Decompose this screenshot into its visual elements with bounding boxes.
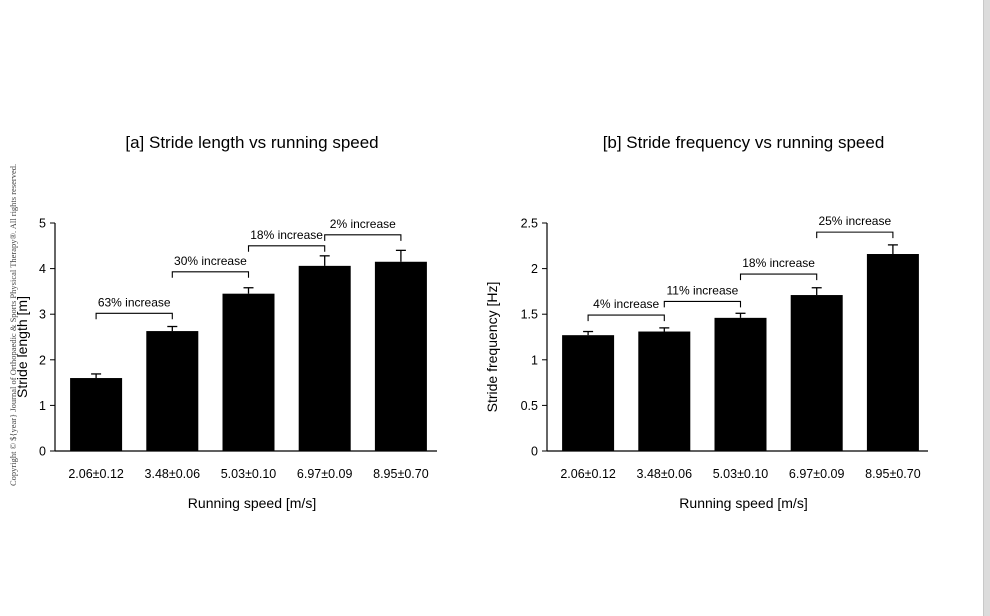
y-tick-label: 1 [39, 399, 46, 413]
annotation-label: 30% increase [174, 254, 247, 268]
x-tick-label: 2.06±0.12 [560, 467, 616, 481]
annotation-label: 25% increase [818, 214, 891, 228]
annotation-bracket [171, 271, 250, 278]
bar [374, 261, 427, 451]
annotation-label: 63% increase [98, 295, 171, 309]
y-tick-label: 0.5 [521, 399, 538, 413]
y-tick-label: 0 [39, 445, 46, 459]
annotation-bracket [247, 245, 326, 252]
annotation-label: 18% increase [250, 228, 323, 242]
y-axis-label: Stride length [m] [14, 296, 30, 398]
bar [714, 317, 767, 451]
annotation-bracket [324, 234, 402, 241]
annotation-label: 18% increase [742, 256, 815, 270]
window-scrollbar-edge [983, 0, 990, 616]
x-tick-label: 5.03±0.10 [221, 467, 277, 481]
x-tick-label: 2.06±0.12 [68, 467, 124, 481]
y-tick-label: 2.5 [521, 217, 538, 231]
annotation-bracket [587, 314, 665, 322]
y-axis-label: Stride frequency [Hz] [484, 282, 500, 413]
y-tick-label: 3 [39, 308, 46, 322]
x-tick-label: 8.95±0.70 [865, 467, 921, 481]
annotation-bracket [816, 231, 894, 239]
y-tick-label: 5 [39, 217, 46, 231]
bar [866, 254, 919, 451]
y-tick-label: 2 [39, 353, 46, 367]
bar [638, 331, 691, 451]
annotation-bracket [663, 300, 742, 308]
annotation-label: 2% increase [330, 217, 396, 231]
chart-title: [b] Stride frequency vs running speed [603, 133, 885, 152]
x-axis-label: Running speed [m/s] [679, 495, 807, 511]
chart-stride-frequency: [b] Stride frequency vs running speed 0 0.… [484, 133, 928, 511]
bar [146, 331, 199, 451]
bar [70, 378, 123, 451]
x-tick-label: 3.48±0.06 [637, 467, 693, 481]
bar [790, 295, 843, 451]
annotation-bracket [95, 312, 173, 320]
y-tick-label: 4 [39, 262, 46, 276]
chart-stride-length: [a] Stride length vs running speed 0 1 2 3 4 5… [14, 133, 437, 511]
y-tick-label: 1 [531, 353, 538, 367]
bar [298, 265, 351, 451]
x-tick-label: 5.03±0.10 [713, 467, 769, 481]
x-tick-label: 6.97±0.09 [789, 467, 845, 481]
y-tick-label: 0 [531, 445, 538, 459]
bar [222, 293, 275, 451]
x-axis-label: Running speed [m/s] [188, 495, 316, 511]
x-tick-label: 8.95±0.70 [373, 467, 429, 481]
bar [562, 335, 615, 451]
chart-title: [a] Stride length vs running speed [125, 133, 378, 152]
x-tick-label: 6.97±0.09 [297, 467, 353, 481]
annotation-label: 4% increase [593, 297, 659, 311]
y-tick-label: 2 [531, 262, 538, 276]
x-tick-label: 3.48±0.06 [145, 467, 201, 481]
annotation-label: 11% increase [666, 283, 738, 297]
y-tick-label: 1.5 [521, 308, 538, 322]
annotation-bracket [739, 273, 818, 281]
